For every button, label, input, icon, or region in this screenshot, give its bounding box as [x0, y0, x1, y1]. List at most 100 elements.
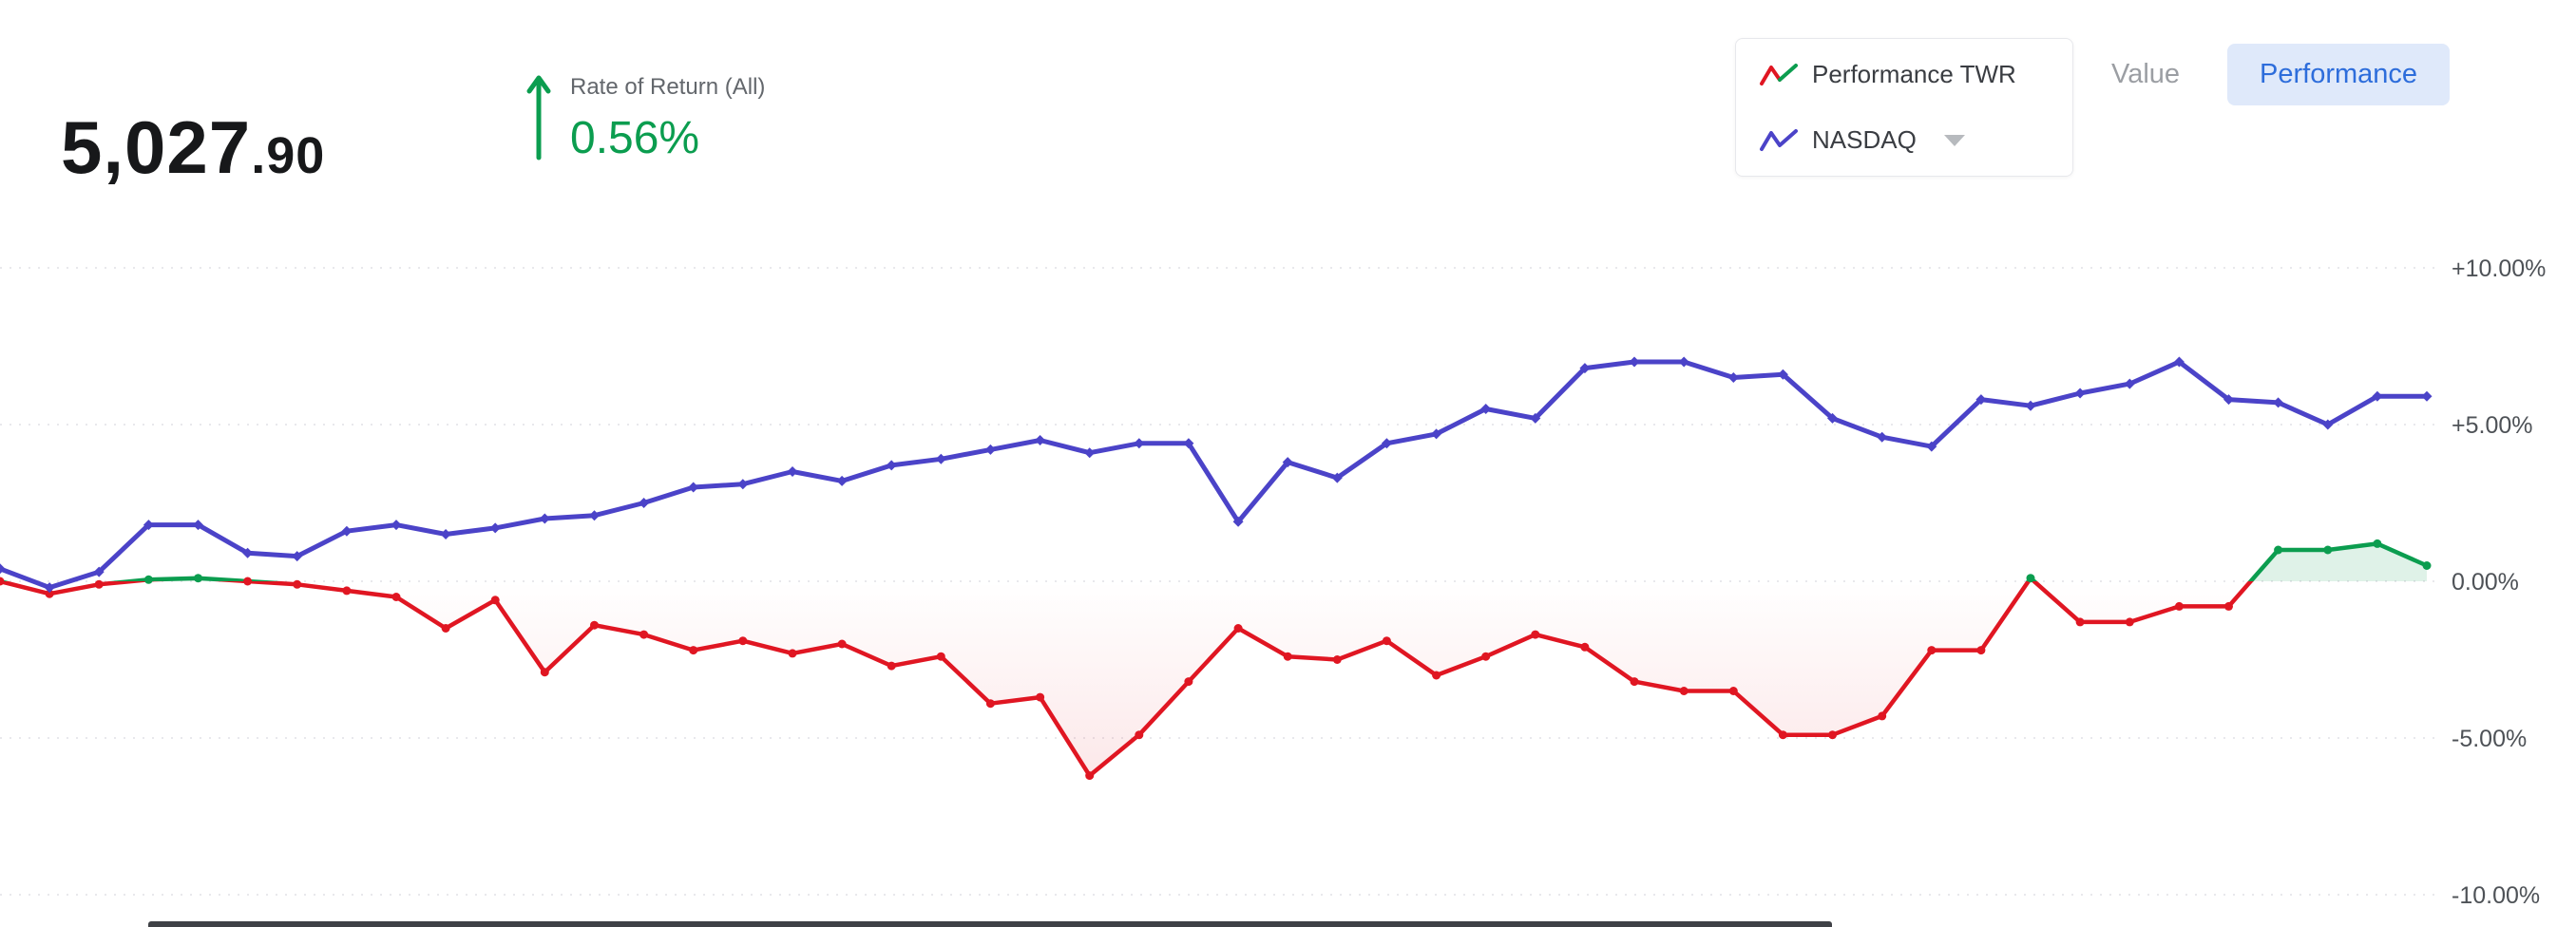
performance-point	[1878, 711, 1887, 721]
nasdaq-point	[886, 460, 897, 471]
tab-value[interactable]: Value	[2108, 46, 2184, 104]
nasdaq-point	[2173, 356, 2185, 368]
performance-point	[243, 577, 253, 586]
nasdaq-point	[688, 482, 699, 493]
rate-of-return-label: Rate of Return (All)	[570, 74, 766, 100]
tab-performance[interactable]: Performance	[2227, 44, 2451, 105]
nasdaq-point	[2372, 390, 2383, 402]
nasdaq-point	[1530, 412, 1541, 424]
chevron-down-icon[interactable]	[1943, 134, 1966, 147]
performance-point	[1233, 624, 1243, 633]
nasdaq-point	[1381, 438, 1392, 449]
nasdaq-point	[1431, 428, 1442, 440]
performance-point	[540, 668, 549, 677]
performance-point	[985, 699, 995, 709]
nasdaq-point	[391, 520, 402, 531]
nasdaq-point	[836, 475, 848, 486]
nasdaq-point	[737, 479, 749, 490]
performance-point	[2274, 545, 2283, 555]
performance-point	[887, 661, 896, 671]
performance-point	[1332, 655, 1342, 664]
portfolio-balance: 5,027.90	[61, 110, 325, 184]
nasdaq-point	[2273, 397, 2284, 408]
performance-point	[837, 639, 847, 649]
performance-line-negative	[0, 581, 2254, 778]
performance-point	[342, 586, 352, 596]
up-arrow-icon	[526, 75, 551, 161]
performance-point	[2422, 561, 2432, 570]
performance-point	[1085, 771, 1095, 781]
portfolio-balance-integer: 5,027	[61, 105, 252, 189]
performance-point	[2075, 617, 2085, 627]
nasdaq-point	[1827, 412, 1838, 424]
performance-point	[94, 579, 104, 589]
nasdaq-point	[1282, 457, 1293, 468]
nasdaq-point	[1975, 394, 1987, 406]
nasdaq-point	[2223, 394, 2234, 406]
performance-point	[1580, 642, 1590, 652]
performance-point	[194, 574, 202, 583]
performance-point	[2026, 574, 2035, 583]
performance-point	[1630, 677, 1639, 687]
up-arrow-shape	[526, 75, 551, 161]
view-toggle: Value Performance	[2108, 44, 2451, 105]
performance-point	[2174, 601, 2184, 611]
nasdaq-point	[1035, 435, 1046, 445]
performance-point	[1184, 677, 1193, 687]
nasdaq-line	[0, 359, 2427, 591]
nasdaq-point	[489, 522, 501, 534]
performance-icon-red-segment	[1760, 65, 1782, 85]
performance-point	[2323, 545, 2333, 555]
nasdaq-point	[1629, 356, 1640, 368]
nasdaq-point	[440, 529, 451, 539]
performance-point	[1976, 646, 1986, 655]
portfolio-balance-decimal: .90	[251, 127, 326, 184]
nasdaq-point	[44, 582, 55, 594]
nasdaq-point	[1579, 363, 1591, 374]
performance-point	[1481, 652, 1491, 661]
performance-point	[1679, 687, 1689, 695]
performance-point	[1036, 692, 1045, 702]
performance-point	[1728, 687, 1738, 695]
nasdaq-point	[1727, 372, 1739, 383]
nasdaq-point	[984, 444, 996, 455]
nasdaq-point	[292, 551, 303, 562]
chart-header: 5,027.90 Rate of Return (All) 0.56% Perf…	[0, 0, 2576, 237]
benchmark-icon-zigzag	[1760, 128, 1798, 151]
y-axis-tick-label: -5.00%	[2452, 726, 2527, 752]
horizontal-scrollbar-thumb[interactable]	[148, 921, 1832, 927]
nasdaq-point	[1926, 441, 1937, 452]
chevron-down-shape	[1943, 134, 1965, 146]
nasdaq-point	[193, 520, 203, 531]
performance-point	[1927, 646, 1937, 655]
rate-of-return-block: Rate of Return (All) 0.56%	[525, 70, 765, 164]
performance-point	[490, 596, 500, 605]
nasdaq-point	[2025, 400, 2036, 411]
y-axis-tick-label: +5.00%	[2452, 412, 2533, 439]
performance-point	[689, 646, 698, 655]
performance-point	[2125, 617, 2134, 627]
legend-card: Performance TWR NASDAQ	[1735, 38, 2073, 177]
performance-point	[293, 579, 302, 589]
rate-of-return-text: Rate of Return (All) 0.56%	[570, 70, 765, 164]
nasdaq-point	[1134, 438, 1145, 449]
nasdaq-point	[1480, 404, 1492, 414]
performance-point	[391, 593, 401, 601]
performance-area-positive	[0, 543, 2427, 581]
y-axis-tick-label: -10.00%	[2452, 882, 2540, 909]
y-axis-tick-label: +10.00%	[2452, 255, 2546, 282]
nasdaq-point	[2421, 390, 2433, 402]
nasdaq-point	[935, 453, 946, 464]
nasdaq-point	[341, 525, 353, 537]
nasdaq-point	[1777, 369, 1788, 380]
performance-point	[2373, 539, 2382, 548]
performance-point	[1778, 730, 1787, 740]
legend-item-benchmark[interactable]: NASDAQ	[1759, 125, 2050, 155]
performance-point	[738, 636, 748, 646]
nasdaq-point	[2074, 388, 2086, 399]
nasdaq-point	[539, 513, 550, 524]
performance-line-icon	[1760, 63, 1798, 85]
performance-point	[639, 630, 649, 639]
